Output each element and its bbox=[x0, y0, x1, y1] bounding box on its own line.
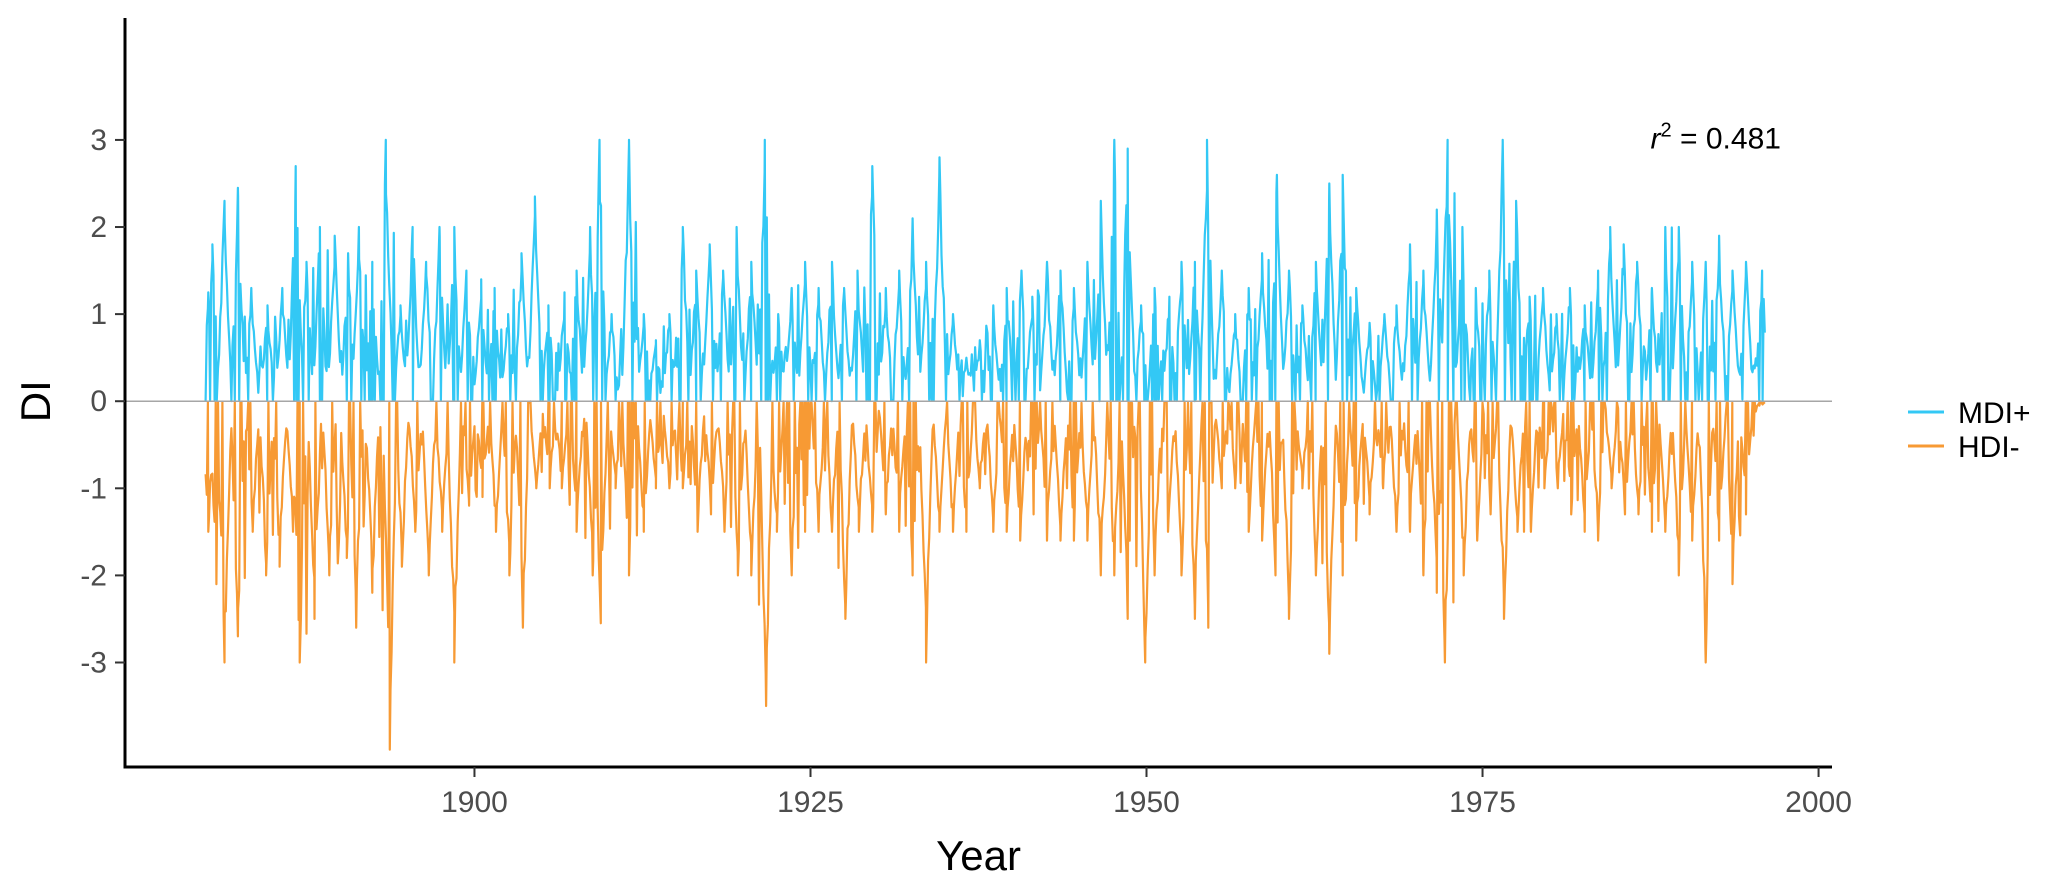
y-axis-ticks: 3 2 1 0 -1 -2 -3 bbox=[80, 124, 125, 679]
legend: MDI+HDI- bbox=[1908, 397, 2031, 464]
y-tick-label: -1 bbox=[80, 472, 107, 505]
legend-label: MDI+ bbox=[1958, 397, 2031, 430]
r-squared-annotation: r2 = 0.481 bbox=[1651, 120, 1781, 156]
annotation-base: r bbox=[1651, 123, 1662, 156]
y-tick-label: 0 bbox=[90, 385, 107, 418]
x-tick-label: 1975 bbox=[1449, 786, 1516, 819]
y-tick-label: 3 bbox=[90, 124, 107, 157]
y-tick-label: 1 bbox=[90, 298, 107, 331]
legend-label: HDI- bbox=[1958, 431, 2020, 464]
y-axis-title: DI bbox=[12, 380, 59, 422]
series-line-mdi bbox=[204, 138, 1766, 403]
y-tick-label: -3 bbox=[80, 646, 107, 679]
x-axis-title: Year bbox=[936, 832, 1021, 879]
annotation-value: = 0.481 bbox=[1672, 123, 1781, 156]
y-tick-label: -2 bbox=[80, 559, 107, 592]
y-tick-label: 2 bbox=[90, 211, 107, 244]
annotation-superscript: 2 bbox=[1661, 120, 1672, 142]
series-layer bbox=[204, 138, 1766, 751]
x-axis-ticks: 1900 1925 1950 1975 2000 bbox=[441, 767, 1852, 819]
x-tick-label: 1950 bbox=[1113, 786, 1180, 819]
series-line-hdi bbox=[204, 400, 1766, 751]
x-tick-label: 1925 bbox=[777, 786, 844, 819]
x-tick-label: 2000 bbox=[1785, 786, 1852, 819]
x-tick-label: 1900 bbox=[441, 786, 508, 819]
